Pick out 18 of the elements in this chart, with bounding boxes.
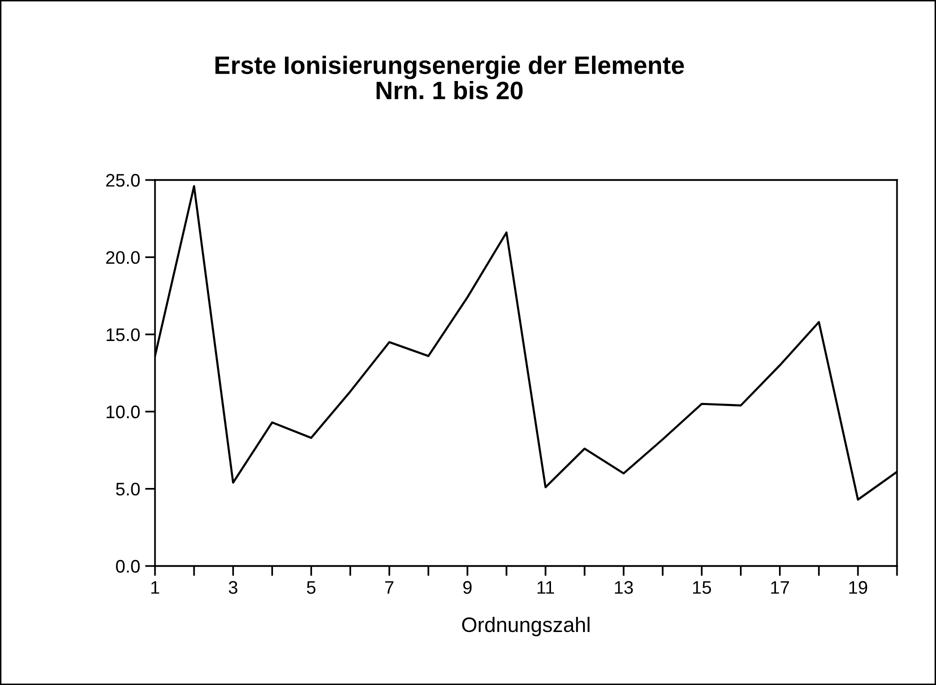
y-tick-label: 10.0 [106,406,140,418]
x-tick-label: 9 [463,581,472,594]
chart-title: Erste Ionisierungsenergie der Elemente Nrn. 1 bis 20 [215,56,684,100]
x-tick-label: 11 [538,581,554,594]
x-tick-label: 19 [849,581,868,594]
x-tick-label: 1 [151,581,160,594]
x-tick-label: 13 [614,581,633,594]
x-tick-label: 7 [385,581,394,594]
x-axis-title: Ordnungszahl [462,616,590,636]
x-tick-label: 3 [228,581,238,594]
y-tick-label: 15.0 [106,328,140,342]
y-tick-label: 5.0 [116,482,140,496]
x-tick-label: 17 [771,581,789,594]
y-tick-label: 0.0 [116,560,140,573]
y-tick-label: 20.0 [106,251,140,264]
y-tick-label: 25.0 [106,174,140,187]
x-tick-label: 5 [306,581,316,594]
x-tick-label: 15 [693,581,712,594]
